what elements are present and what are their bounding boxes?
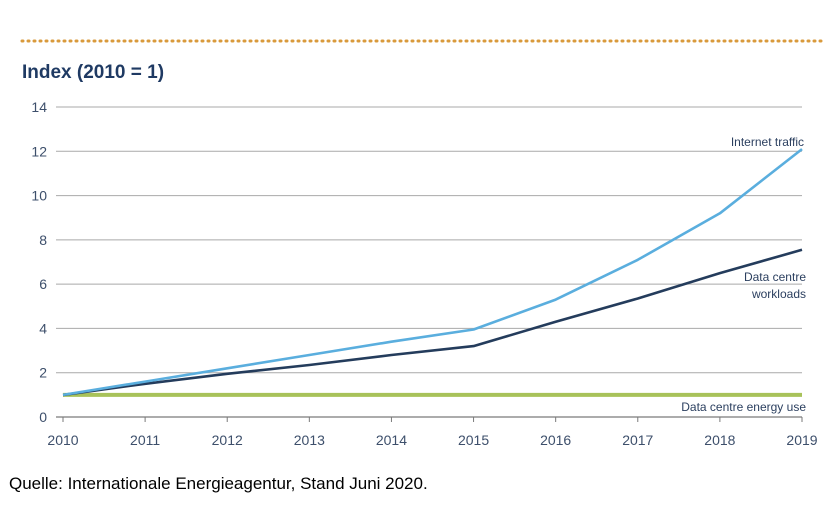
- x-tick-labels: 2010 2011 2012 2013 2014 2015 2016 2017 2018 2019: [47, 417, 818, 448]
- series-label-internet-traffic: Internet traffic: [731, 135, 804, 149]
- series-line-internet-traffic: [62, 148, 803, 397]
- y-axis-title: Index (2010 = 1): [22, 62, 164, 83]
- x-tick-label: 2012: [212, 432, 243, 448]
- x-tick-label: 2018: [704, 432, 735, 448]
- y-tick-label: 6: [39, 276, 47, 292]
- y-tick-label: 0: [39, 409, 47, 425]
- y-tick-label: 12: [31, 143, 47, 159]
- y-tick-label: 8: [39, 232, 47, 248]
- x-tick-label: 2010: [47, 432, 78, 448]
- x-tick-label: 2017: [622, 432, 653, 448]
- x-tick-label: 2014: [376, 432, 407, 448]
- y-tick-label: 2: [39, 365, 47, 381]
- source-note: Quelle: Internationale Energieagentur, S…: [9, 474, 428, 493]
- y-tick-label: 10: [31, 188, 47, 204]
- x-tick-label: 2013: [294, 432, 325, 448]
- x-tick-label: 2016: [540, 432, 571, 448]
- gridlines: [56, 106, 802, 418]
- series-line-data-centre-workloads: [62, 248, 803, 397]
- x-tick-label: 2019: [786, 432, 817, 448]
- series-label-data-centre-workloads: Data centre workloads: [744, 270, 806, 301]
- series-label-data-centre-energy-use: Data centre energy use: [681, 400, 806, 414]
- y-tick-label: 4: [39, 320, 47, 336]
- series-labels: Internet traffic Data centre workloads Data…: [681, 135, 806, 414]
- y-tick-labels: 0 2 4 6 8 10 12 14: [31, 99, 47, 425]
- x-tick-label: 2015: [458, 432, 489, 448]
- y-tick-label: 14: [31, 99, 47, 115]
- x-tick-label: 2011: [130, 432, 160, 448]
- series-lines: [62, 148, 803, 397]
